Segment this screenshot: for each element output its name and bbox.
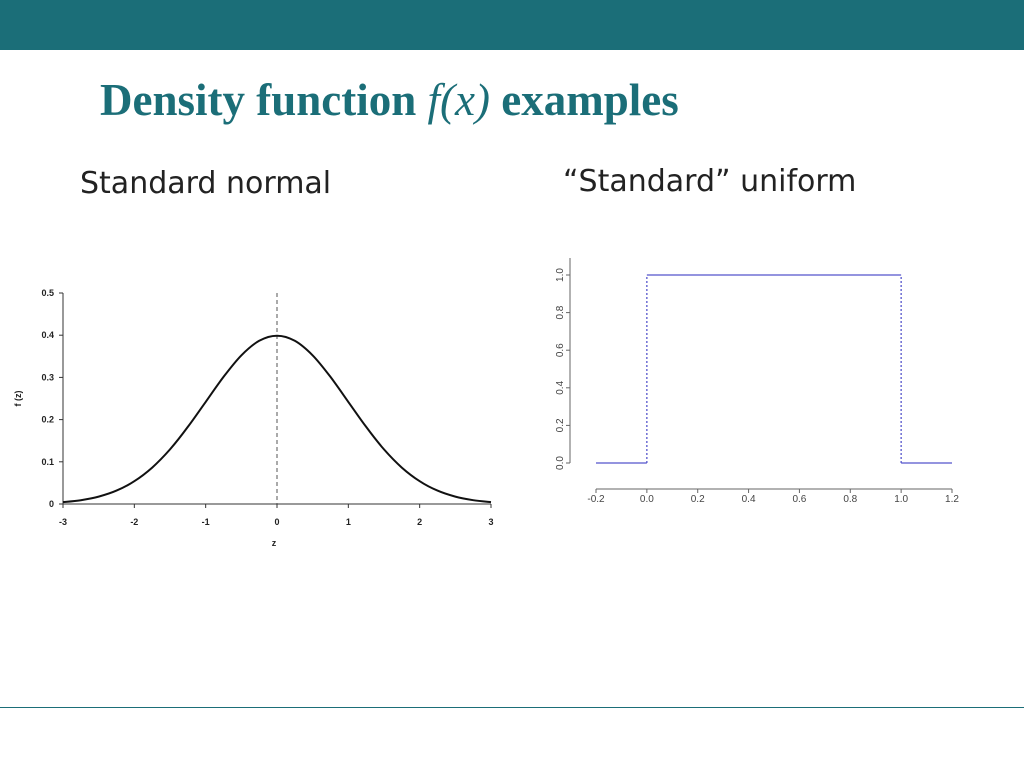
y-tick-label: 0.0: [555, 456, 566, 470]
y-tick-label: 0.3: [41, 372, 54, 382]
x-axis-label: z: [272, 538, 277, 548]
y-tick-label: 1.0: [555, 268, 566, 282]
x-tick-label: 0.6: [792, 494, 806, 505]
y-tick-label: 0.8: [555, 305, 566, 319]
y-tick-label: 0.4: [41, 330, 54, 340]
y-tick-label: 0.2: [41, 415, 54, 425]
header-band: [0, 0, 1024, 50]
caption-standard-normal: Standard normal: [80, 166, 332, 201]
title-math: f(x): [427, 75, 490, 125]
x-tick-label: 0.0: [640, 494, 654, 505]
x-tick-label: 1: [346, 517, 351, 527]
y-axis-label: f (z): [13, 391, 23, 407]
x-tick-label: -2: [130, 517, 138, 527]
x-tick-label: -3: [59, 517, 67, 527]
normal-density-chart: 0 0.1 0.2 0.3 0.4 0.5 -3 -2 -1 0 1 2 3 z f (z): [13, 288, 494, 548]
x-tick-label: -1: [202, 517, 210, 527]
x-tick-label: 0.8: [843, 494, 857, 505]
x-tick-label: 0.2: [691, 494, 705, 505]
slide-title: Density function f(x) examples: [100, 75, 679, 126]
y-tick-label: 0.4: [555, 380, 566, 394]
caption-standard-uniform: “Standard” uniform: [563, 164, 857, 199]
x-tick-label: -0.2: [587, 494, 605, 505]
y-tick-label: 0.1: [41, 457, 54, 467]
footer-rule: [0, 707, 1024, 708]
x-tick-label: 1.2: [945, 494, 959, 505]
x-tick-label: 2: [417, 517, 422, 527]
y-tick-label: 0.5: [41, 288, 54, 298]
y-tick-label: 0.6: [555, 343, 566, 357]
title-prefix: Density function: [100, 75, 428, 125]
x-tick-label: 3: [488, 517, 493, 527]
x-tick-label: 0.4: [742, 494, 756, 505]
y-tick-label: 0: [49, 499, 54, 509]
x-tick-label: 0: [274, 517, 279, 527]
uniform-density-chart: 0.0 0.2 0.4 0.6 0.8 1.0 -0.2 0.0 0.2 0.4 0.6 0.8 1.0…: [555, 258, 959, 505]
x-tick-label: 1.0: [894, 494, 908, 505]
title-suffix: examples: [489, 75, 679, 125]
normal-density-curve: [62, 334, 492, 504]
y-tick-label: 0.2: [555, 418, 566, 432]
